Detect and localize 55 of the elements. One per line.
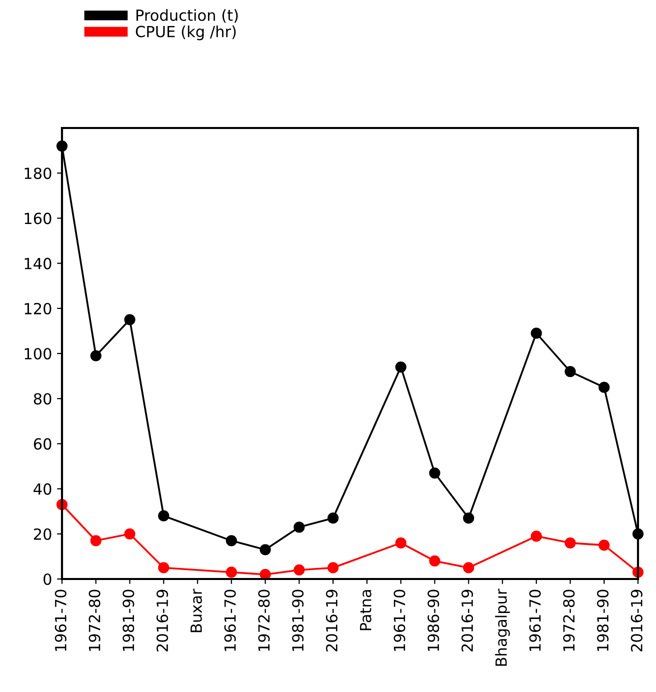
- x-tick-label: 1961-70: [54, 590, 66, 651]
- x-tick-label: 1961-70: [394, 590, 406, 651]
- y-tick-label: 120: [24, 302, 52, 314]
- x-tick-label: 1972-80: [258, 590, 270, 651]
- point: [564, 366, 576, 378]
- point: [530, 328, 542, 339]
- point: [530, 530, 542, 542]
- x-tick-label: 2016-19: [156, 590, 168, 652]
- point: [226, 535, 237, 546]
- point: [463, 562, 474, 574]
- y-tick-label: 140: [24, 258, 52, 270]
- x-tick-label: 1972-80: [563, 590, 575, 651]
- y-tick-label: 160: [24, 212, 52, 224]
- x-tick-label: 1972-80: [88, 590, 100, 651]
- x-tick-label: 2016-19: [630, 590, 642, 652]
- y-tick-label: 60: [34, 438, 52, 450]
- y-tick-label: 20: [34, 528, 52, 540]
- x-tick-label: 1986-90: [428, 590, 440, 651]
- y-tick-label: 0: [44, 573, 52, 586]
- point: [328, 562, 339, 574]
- x-tick-label: Bhagalpur: [495, 588, 510, 666]
- legend-label: Production (t): [136, 9, 238, 23]
- y-tick-label: 180: [24, 168, 52, 180]
- point: [429, 555, 440, 567]
- y-tick-label: 40: [34, 483, 52, 495]
- x-tick-label: 1981-90: [596, 590, 609, 651]
- point: [90, 535, 102, 546]
- point: [294, 522, 305, 533]
- point: [124, 314, 136, 326]
- y-tick-label: 80: [34, 393, 52, 405]
- legend-label: CPUE (kg /hr): [136, 25, 236, 40]
- point: [124, 528, 136, 540]
- x-tick-label: Patna: [360, 590, 372, 630]
- point: [158, 510, 170, 522]
- y-tick-label: 100: [24, 348, 52, 360]
- point: [598, 382, 610, 393]
- point: [463, 512, 474, 524]
- x-tick-label: 1981-90: [292, 590, 304, 651]
- x-tick-label: 1961-70: [529, 590, 541, 651]
- point: [395, 361, 406, 373]
- x-tick-label: 1981-90: [122, 590, 134, 651]
- point: [429, 467, 440, 479]
- point: [226, 566, 237, 578]
- point: [598, 540, 610, 551]
- point: [158, 562, 170, 574]
- point: [90, 350, 102, 362]
- point: [395, 537, 406, 548]
- x-tick-label: 1961-70: [224, 590, 236, 651]
- x-tick-label: Buxar: [190, 588, 202, 632]
- point: [328, 512, 339, 524]
- x-tick-label: 2016-19: [461, 590, 474, 652]
- x-tick-label: 2016-19: [326, 590, 338, 652]
- point: [564, 537, 576, 548]
- point: [294, 564, 305, 576]
- point: [260, 544, 271, 556]
